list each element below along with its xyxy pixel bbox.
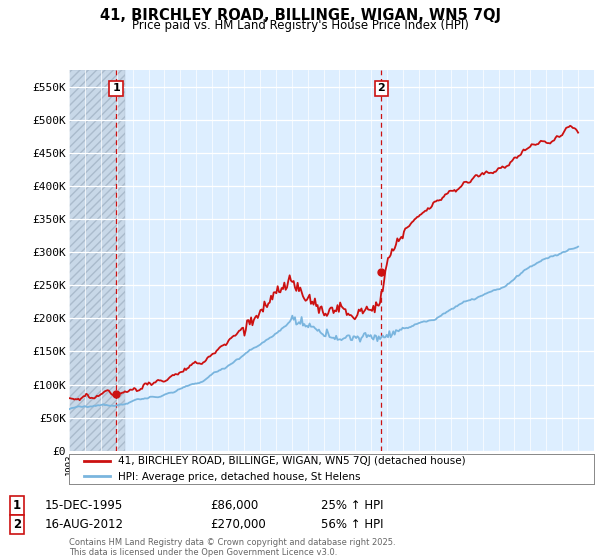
Text: Contains HM Land Registry data © Crown copyright and database right 2025.
This d: Contains HM Land Registry data © Crown c… bbox=[69, 538, 395, 557]
Legend: 41, BIRCHLEY ROAD, BILLINGE, WIGAN, WN5 7QJ (detached house), HPI: Average price: 41, BIRCHLEY ROAD, BILLINGE, WIGAN, WN5 … bbox=[79, 452, 470, 486]
Text: Price paid vs. HM Land Registry's House Price Index (HPI): Price paid vs. HM Land Registry's House … bbox=[131, 19, 469, 32]
Text: 1: 1 bbox=[13, 498, 21, 512]
Text: 41, BIRCHLEY ROAD, BILLINGE, WIGAN, WN5 7QJ: 41, BIRCHLEY ROAD, BILLINGE, WIGAN, WN5 … bbox=[100, 8, 500, 24]
Text: 1: 1 bbox=[112, 83, 120, 94]
Text: 2: 2 bbox=[13, 518, 21, 531]
Text: 56% ↑ HPI: 56% ↑ HPI bbox=[321, 518, 383, 531]
Text: £86,000: £86,000 bbox=[210, 498, 258, 512]
Text: 25% ↑ HPI: 25% ↑ HPI bbox=[321, 498, 383, 512]
Text: 16-AUG-2012: 16-AUG-2012 bbox=[45, 518, 124, 531]
Text: 2: 2 bbox=[377, 83, 385, 94]
Text: 15-DEC-1995: 15-DEC-1995 bbox=[45, 498, 123, 512]
Text: £270,000: £270,000 bbox=[210, 518, 266, 531]
